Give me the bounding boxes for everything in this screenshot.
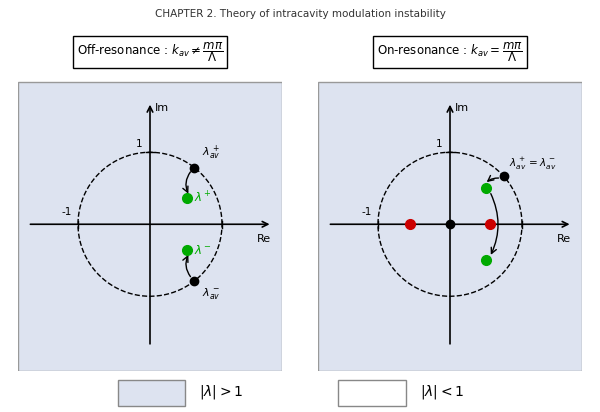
Text: CHAPTER 2. Theory of intracavity modulation instability: CHAPTER 2. Theory of intracavity modulat… [155, 9, 445, 19]
Text: Im: Im [455, 103, 469, 113]
Text: On-resonance : $k_{av} = \dfrac{m\pi}{\Lambda}$: On-resonance : $k_{av} = \dfrac{m\pi}{\L… [377, 40, 523, 64]
Text: $|\lambda| < 1$: $|\lambda| < 1$ [420, 384, 464, 401]
Text: Im: Im [155, 103, 169, 113]
Text: $\lambda^{\,-}_{av}$: $\lambda^{\,-}_{av}$ [202, 286, 220, 301]
Text: $\lambda^+$: $\lambda^+$ [194, 191, 212, 206]
Bar [338, 380, 406, 406]
Text: $|\lambda| > 1$: $|\lambda| > 1$ [199, 384, 244, 401]
Text: Re: Re [557, 234, 571, 243]
Text: $\lambda^-$: $\lambda^-$ [194, 243, 212, 257]
Text: $\lambda^{\,+}_{av}$: $\lambda^{\,+}_{av}$ [202, 144, 220, 162]
Text: -1: -1 [362, 207, 372, 217]
Text: 1: 1 [136, 139, 143, 150]
Text: $\lambda^{\,+}_{av}=\lambda^{\,-}_{av}$: $\lambda^{\,+}_{av}=\lambda^{\,-}_{av}$ [509, 156, 557, 172]
Bar [118, 380, 185, 406]
Text: 1: 1 [436, 139, 443, 150]
Bar [18, 82, 282, 371]
Text: Off-resonance : $k_{av} \neq \dfrac{m\pi}{\Lambda}$: Off-resonance : $k_{av} \neq \dfrac{m\pi… [77, 40, 223, 64]
Text: Re: Re [257, 234, 271, 243]
Text: -1: -1 [62, 207, 72, 217]
Bar [318, 82, 582, 371]
